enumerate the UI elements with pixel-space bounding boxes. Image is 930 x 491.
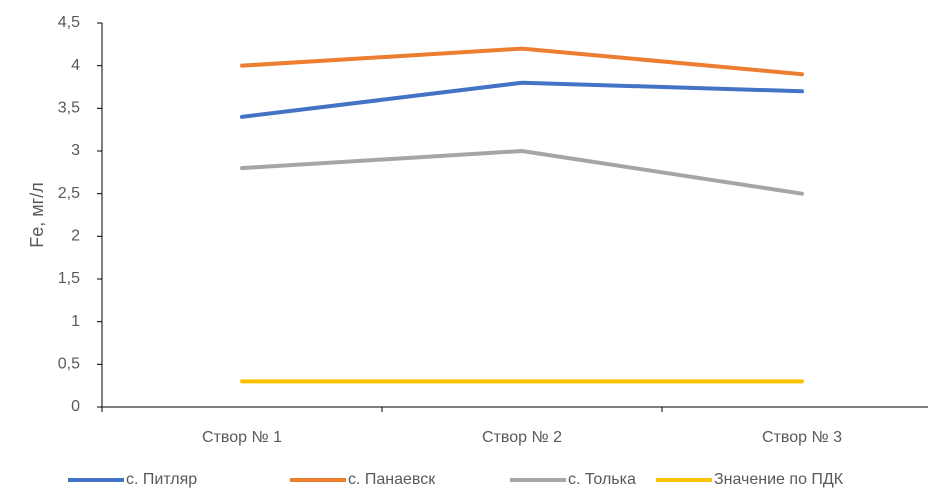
y-tick-label: 1,5 [58,270,80,287]
y-tick-label: 1 [71,313,80,330]
y-tick-label: 3 [71,142,80,159]
y-tick-label: 2 [71,228,80,245]
legend-label: с. Питляр [126,471,197,488]
x-tick-label: Створ № 3 [762,429,842,446]
y-tick-label: 4,5 [58,14,80,31]
y-axis-label: Fe, мг/л [27,182,47,247]
series-line [240,46,804,77]
y-tick-label: 3,5 [58,100,80,117]
legend-label: с. Панаевск [348,471,436,488]
legend-label: Значение по ПДК [714,471,844,488]
y-tick-label: 0 [71,398,80,415]
y-tick-label: 4 [71,57,80,74]
y-tick-label: 2,5 [58,185,80,202]
series-line [240,80,804,119]
series-line [240,149,804,196]
x-tick-label: Створ № 1 [202,429,282,446]
y-tick-label: 0,5 [58,356,80,373]
legend-label: с. Толька [568,471,636,488]
x-tick-label: Створ № 2 [482,429,562,446]
